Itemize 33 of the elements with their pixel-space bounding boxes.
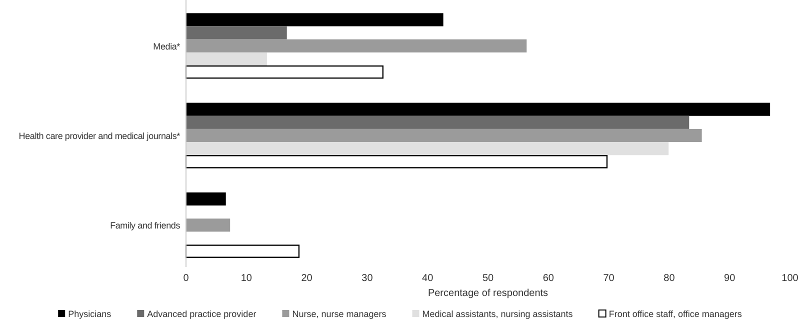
legend-label: Physicians (68, 309, 112, 319)
bar (186, 102, 770, 116)
x-tick-label: 90 (724, 273, 736, 284)
x-tick-label: 20 (301, 273, 313, 284)
x-tick-label: 30 (362, 273, 374, 284)
x-tick-label: 0 (183, 273, 190, 284)
bar (185, 65, 384, 79)
bar (186, 128, 702, 142)
bar (186, 52, 267, 66)
legend-label: Front office staff, office managers (608, 309, 742, 319)
y-tick-label: Media* (153, 41, 181, 52)
y-tick-label: Family and friends (110, 220, 181, 231)
bar (186, 218, 230, 232)
legend-label: Medical assistants, nursing assistants (422, 309, 574, 319)
bar (185, 155, 608, 168)
x-tick-label: 100 (782, 273, 799, 284)
legend-label: Nurse, nurse managers (292, 309, 387, 319)
x-tick-label: 10 (240, 273, 252, 284)
x-tick-label: 70 (603, 273, 615, 284)
bar (186, 192, 226, 206)
bar (186, 39, 527, 52)
x-axis-title: Percentage of respondents (428, 288, 548, 299)
bar (186, 116, 690, 129)
bar (185, 244, 300, 258)
bar (186, 26, 287, 40)
x-tick-label: 50 (482, 273, 494, 284)
x-tick-label: 80 (664, 273, 676, 284)
bar (186, 13, 444, 26)
x-tick-label: 40 (422, 273, 434, 284)
x-tick-label: 60 (542, 273, 554, 284)
y-tick-label: Health care provider and medical journals* (18, 131, 181, 141)
bar (186, 142, 669, 156)
legend-label: Advanced practice provider (147, 309, 256, 319)
